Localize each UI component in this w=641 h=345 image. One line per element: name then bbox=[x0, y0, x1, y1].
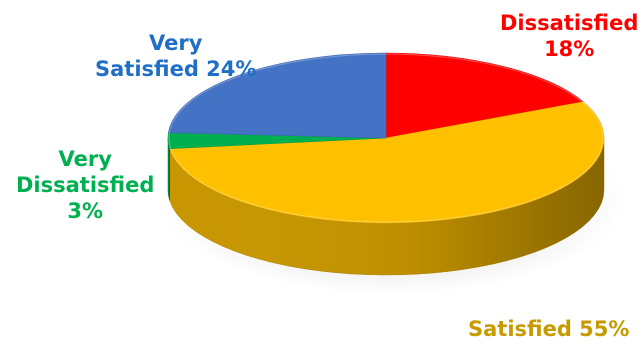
pie-side-very-dissatisfied-shading bbox=[168, 138, 170, 201]
label-very-dissatisfied-name2: Dissatisfied bbox=[16, 173, 155, 197]
pie-slice-dissatisfied bbox=[385, 52, 584, 139]
label-very-satisfied: Very Satisfied 24% bbox=[95, 30, 256, 82]
label-dissatisfied-value: 18% bbox=[544, 37, 595, 61]
label-satisfied: Satisfied 55% bbox=[468, 316, 629, 342]
label-very-satisfied-name: Very bbox=[149, 31, 203, 55]
label-dissatisfied: Dissatisfied 18% bbox=[500, 10, 638, 62]
pie-slice-very-satisfied bbox=[168, 52, 387, 139]
label-dissatisfied-name: Dissatisfied bbox=[500, 11, 639, 35]
label-very-dissatisfied-value: 3% bbox=[67, 199, 104, 223]
pie-slice-satisfied bbox=[169, 101, 605, 224]
pie-rim-highlight bbox=[168, 53, 604, 223]
pie-side-satisfied-shading bbox=[169, 138, 604, 275]
label-very-dissatisfied: Very Dissatisfied 3% bbox=[16, 146, 154, 224]
label-very-dissatisfied-name1: Very bbox=[58, 147, 112, 171]
label-very-satisfied-value: Satisfied 24% bbox=[95, 57, 257, 81]
label-satisfied-value: Satisfied 55% bbox=[468, 317, 630, 341]
